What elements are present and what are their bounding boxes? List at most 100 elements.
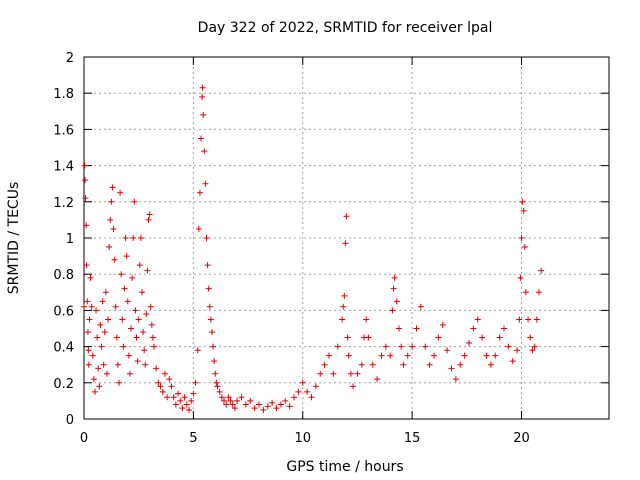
data-point: [531, 343, 538, 350]
data-point: [201, 148, 208, 155]
data-point: [83, 222, 90, 229]
data-point: [398, 343, 405, 350]
x-tick-label: 0: [80, 431, 88, 446]
data-point: [170, 394, 177, 401]
data-point: [172, 401, 179, 408]
data-point: [474, 316, 481, 323]
data-point: [211, 358, 218, 365]
data-point: [85, 361, 92, 368]
data-point: [299, 379, 306, 386]
data-point: [135, 316, 142, 323]
data-point: [365, 334, 372, 341]
data-point: [89, 352, 96, 359]
data-point: [350, 383, 357, 390]
data-point: [422, 343, 429, 350]
y-tick-label: 1.8: [53, 87, 74, 102]
data-point: [153, 365, 160, 372]
data-point: [120, 343, 127, 350]
data-point: [295, 388, 302, 395]
data-point: [141, 347, 148, 354]
data-point: [326, 352, 332, 359]
data-point: [142, 361, 149, 368]
data-point: [108, 198, 115, 205]
data-point: [133, 334, 140, 341]
data-point: [461, 352, 468, 359]
data-point: [492, 352, 499, 359]
data-point: [114, 361, 121, 368]
data-point: [382, 343, 389, 350]
data-point: [192, 379, 199, 386]
data-point: [155, 379, 162, 386]
data-point: [330, 370, 337, 377]
data-point: [304, 388, 311, 395]
data-point: [264, 403, 271, 410]
grid-lines: [84, 57, 609, 419]
data-point: [344, 334, 351, 341]
data-point: [81, 303, 87, 310]
data-point: [109, 184, 116, 191]
data-point: [225, 394, 232, 401]
data-point: [522, 289, 529, 296]
x-tick-label: 20: [513, 431, 530, 446]
axis-ticks: 00.20.40.60.811.21.41.61.820 5 10 15 20: [53, 51, 609, 446]
data-points: [81, 84, 545, 413]
data-point: [206, 303, 213, 310]
data-point: [143, 311, 150, 318]
y-tick-label: 0: [66, 413, 74, 428]
y-tick-label: 0.4: [53, 341, 74, 356]
data-point: [260, 406, 267, 413]
data-point: [341, 292, 348, 299]
data-point: [251, 405, 258, 412]
data-point: [95, 365, 102, 372]
data-point: [183, 401, 190, 408]
data-point: [536, 289, 542, 296]
data-point: [470, 325, 477, 332]
data-point: [269, 399, 276, 406]
x-axis-label: GPS time / hours: [286, 459, 403, 475]
data-point: [247, 397, 254, 404]
data-point: [216, 388, 223, 395]
data-point: [118, 271, 125, 278]
data-point: [347, 370, 354, 377]
data-point: [340, 303, 347, 310]
data-point: [312, 383, 319, 390]
data-point: [520, 207, 527, 214]
data-point: [168, 383, 175, 390]
x-tick-label: 10: [294, 431, 311, 446]
data-point: [238, 394, 245, 401]
data-point: [514, 347, 521, 354]
data-point: [204, 262, 211, 269]
chart-title: Day 322 of 2022, SRMTID for receiver lpa…: [198, 20, 493, 36]
data-point: [242, 401, 249, 408]
data-point: [199, 84, 206, 91]
data-point: [81, 162, 88, 169]
data-point: [518, 235, 525, 241]
data-point: [404, 352, 411, 359]
data-point: [231, 405, 238, 412]
data-point: [213, 379, 220, 386]
data-point: [147, 303, 154, 310]
data-point: [137, 235, 144, 241]
y-tick-label: 1.4: [53, 160, 74, 175]
y-tick-label: 1.6: [53, 123, 74, 138]
data-point: [221, 397, 227, 404]
data-point: [256, 401, 262, 408]
data-point: [188, 397, 195, 404]
data-point: [129, 274, 136, 281]
data-point: [342, 240, 349, 247]
data-point: [435, 334, 442, 341]
data-point: [144, 267, 151, 274]
data-point: [149, 334, 156, 341]
data-point: [124, 298, 131, 305]
data-point: [391, 274, 398, 281]
data-point: [339, 316, 346, 323]
y-tick-label: 0.8: [53, 268, 74, 283]
data-point: [413, 325, 420, 332]
data-point: [363, 316, 370, 323]
data-point: [179, 405, 186, 412]
data-point: [277, 401, 284, 408]
data-point: [286, 403, 293, 410]
plot-frame: [83, 56, 610, 420]
data-point: [198, 135, 205, 142]
y-axis-label: SRMTID / TECUs: [6, 182, 22, 295]
